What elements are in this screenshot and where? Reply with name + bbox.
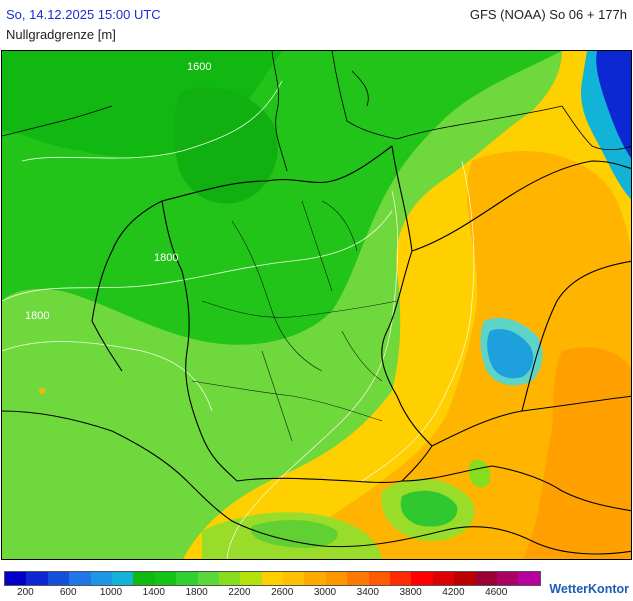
legend-swatch	[90, 572, 112, 585]
legend-swatch	[325, 572, 348, 585]
legend-swatch	[475, 572, 497, 585]
alps-small-patch	[468, 459, 491, 488]
freezing-level-map: 1600 1800 1800	[1, 50, 632, 560]
legend-swatch	[69, 572, 91, 585]
baltic-core	[596, 51, 631, 159]
legend-swatch	[197, 572, 219, 585]
cold-pocket-core	[487, 328, 534, 379]
legend-label: 200	[17, 587, 34, 598]
legend-label: 1400	[142, 587, 165, 598]
model-run: GFS (NOAA) So 06 + 177h	[469, 7, 627, 22]
legend-swatch	[496, 572, 519, 585]
legend-swatch	[304, 572, 326, 585]
legend-swatch	[432, 572, 455, 585]
contour-line	[2, 341, 213, 412]
legend-swatch	[5, 572, 27, 585]
contour-label: 1800	[25, 310, 49, 322]
legend-swatch	[368, 572, 391, 585]
legend-swatch	[283, 572, 305, 585]
legend-swatch	[518, 572, 540, 585]
legend-swatch	[390, 572, 412, 585]
color-scale-labels: 200 600 1000 1400 1800 2200 2600 3000 3400 3800 42…	[0, 587, 540, 601]
legend-label: 4200	[442, 587, 465, 598]
contour-line	[361, 160, 475, 482]
legend-swatch	[240, 572, 262, 585]
color-scale	[4, 571, 541, 586]
legend-label: 1000	[99, 587, 123, 598]
legend-label: 2600	[271, 587, 294, 598]
legend-label: 4600	[485, 587, 508, 598]
legend-swatch	[261, 572, 284, 585]
alps-mid-green	[251, 519, 338, 548]
contour-label: 1800	[154, 252, 178, 264]
coastlines	[2, 51, 631, 172]
parameter-title: Nullgradgrenze [m]	[6, 27, 116, 42]
contour-line	[2, 210, 393, 302]
dark-green-core	[173, 87, 278, 204]
wetterkontor-logo: WetterKontor	[549, 582, 629, 596]
legend-swatch	[47, 572, 70, 585]
legend-label: 2200	[228, 587, 251, 598]
legend-label: 3000	[313, 587, 337, 598]
legend-swatch	[176, 572, 198, 585]
orange-region	[283, 151, 631, 559]
legend-swatch	[454, 572, 476, 585]
legend-swatch	[133, 572, 155, 585]
contour-line	[21, 80, 283, 162]
state-borders	[191, 200, 398, 442]
legend-swatch	[154, 572, 177, 585]
contour-label: 1600	[187, 61, 211, 73]
legend-swatch	[218, 572, 241, 585]
contour-line	[226, 190, 399, 559]
legend-label: 600	[59, 587, 77, 598]
legend-swatch	[411, 572, 433, 585]
valid-time: So, 14.12.2025 15:00 UTC	[6, 7, 161, 22]
legend-label: 3800	[399, 587, 422, 598]
legend-swatch	[26, 572, 48, 585]
legend-swatch	[347, 572, 369, 585]
legend-label: 3400	[356, 587, 379, 598]
alps-green-core	[400, 490, 458, 527]
country-borders	[2, 145, 631, 555]
isolated-warm-spot	[39, 388, 45, 394]
legend-swatch	[111, 572, 134, 585]
legend-label: 1800	[185, 587, 208, 598]
map-canvas: 1600 1800 1800	[2, 51, 631, 559]
